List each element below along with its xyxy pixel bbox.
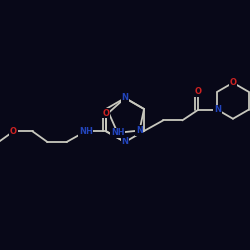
Text: O: O [102, 109, 110, 118]
Text: N: N [214, 105, 221, 114]
Text: N: N [122, 138, 128, 146]
Text: O: O [230, 78, 236, 87]
Text: N: N [136, 126, 143, 135]
Text: O: O [195, 87, 202, 96]
Text: O: O [10, 127, 17, 136]
Text: N: N [122, 94, 128, 102]
Text: NH: NH [111, 128, 124, 137]
Text: NH: NH [79, 127, 92, 136]
